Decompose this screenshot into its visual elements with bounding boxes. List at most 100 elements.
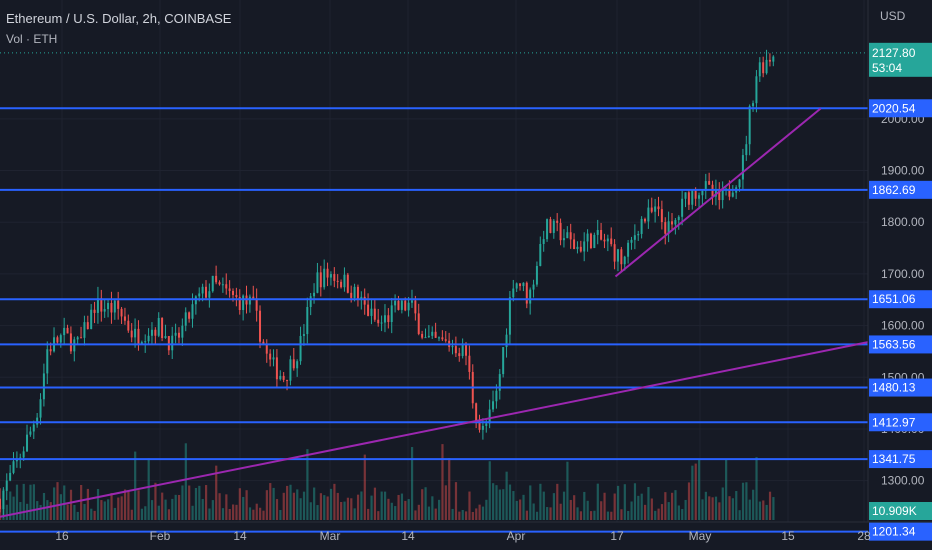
candle-body [154,329,157,336]
candle-body [100,298,103,312]
level-label-bg [869,335,932,354]
time-tick-label: 14 [233,529,247,543]
volume-bar [191,505,194,520]
candle-body [431,331,434,336]
candle-body [242,295,245,311]
candle-body [427,335,430,338]
candle-body [161,317,164,339]
candle-body [272,357,275,360]
volume-bar [29,484,32,520]
candle-body [12,461,15,473]
volume-legend[interactable]: Vol · ETH [6,32,58,46]
volume-bar [562,491,566,520]
volume-bar [252,509,255,520]
price-tick-label: 1700.00 [881,267,925,281]
candle-body [42,373,45,400]
candle-body [167,336,170,351]
candle-body [225,284,228,289]
candle-body [275,357,278,380]
volume-bar [721,487,724,520]
candle-body [525,282,528,304]
volume-bar [150,500,154,520]
candle-body [174,332,177,336]
volume-bar [745,482,748,520]
volume-bar [161,492,164,520]
candle-body [627,242,630,257]
volume-bar [573,495,576,520]
volume-bar [228,508,231,520]
volume-bar [471,511,474,520]
candle-body [502,347,505,375]
volume-bar [458,511,461,520]
candle-body [387,315,390,323]
trend-lines[interactable] [0,107,869,518]
volume-bar [42,492,46,520]
candle-body [461,343,464,357]
volume-bar [12,496,15,520]
volume-bar [394,506,397,520]
volume-bar [427,506,431,520]
volume-bar [380,491,383,520]
candle-body [664,222,667,234]
volume-bar [694,463,697,520]
candle-body [708,181,711,185]
volume-bar [69,489,73,520]
level-label-bg [869,413,932,432]
volume-bar [144,506,147,520]
candle-body [515,283,518,289]
volume-bar [434,508,437,520]
volume-bar [218,493,221,520]
volume-bar [221,508,225,520]
candle-body [313,292,316,297]
volume-bar [123,489,127,520]
candle-body [120,308,123,317]
volume-bar [731,498,734,520]
volume-bar [309,502,312,520]
volume-bar [313,487,316,520]
chart-grid [0,0,868,522]
candle-body [340,281,343,288]
candle-body [465,343,468,356]
volume-bar [654,510,657,520]
candle-body [410,300,413,303]
volume-bar [657,508,660,520]
volume-bar [495,485,498,520]
candle-body [556,220,559,223]
volume-bar [83,504,86,520]
candle-body [316,272,319,293]
volume-bar [329,488,333,520]
volume-bar [660,504,664,520]
volume-bar [0,505,2,520]
time-axis[interactable]: 16 Feb 14 Mar 14 Apr 17 May 15 28 [0,521,932,543]
volume-bar [80,484,83,520]
volume-bar [113,507,117,520]
candle-body [171,335,174,351]
volume-bar [265,490,268,520]
candle-body [549,219,552,233]
volume-bar [414,510,417,520]
volume-bar [269,483,272,520]
volume-bar [248,507,252,520]
candle-body [286,379,289,381]
volume-bar [397,494,400,520]
volume-bar [593,510,596,520]
volume-bar [424,487,427,520]
candle-body [522,282,525,287]
volume-bar [583,491,586,520]
volume-bar [120,496,123,520]
candle-body [671,221,674,225]
price-axis[interactable]: USD1300.001400.001500.001600.001700.0018… [867,0,932,550]
symbol-title[interactable]: Ethereum / U.S. Dollar, 2h, COINBASE [6,11,232,26]
candle-body [208,291,211,298]
candle-body [221,284,224,286]
volume-bar [188,485,191,520]
volume-bar [336,492,339,520]
horizontal-levels[interactable] [0,52,868,533]
candle-body [535,265,538,285]
candle-body [353,286,356,298]
candle-body [475,403,478,423]
volume-bar [100,500,103,520]
candle-body [505,334,508,348]
volume-bar [667,502,670,520]
